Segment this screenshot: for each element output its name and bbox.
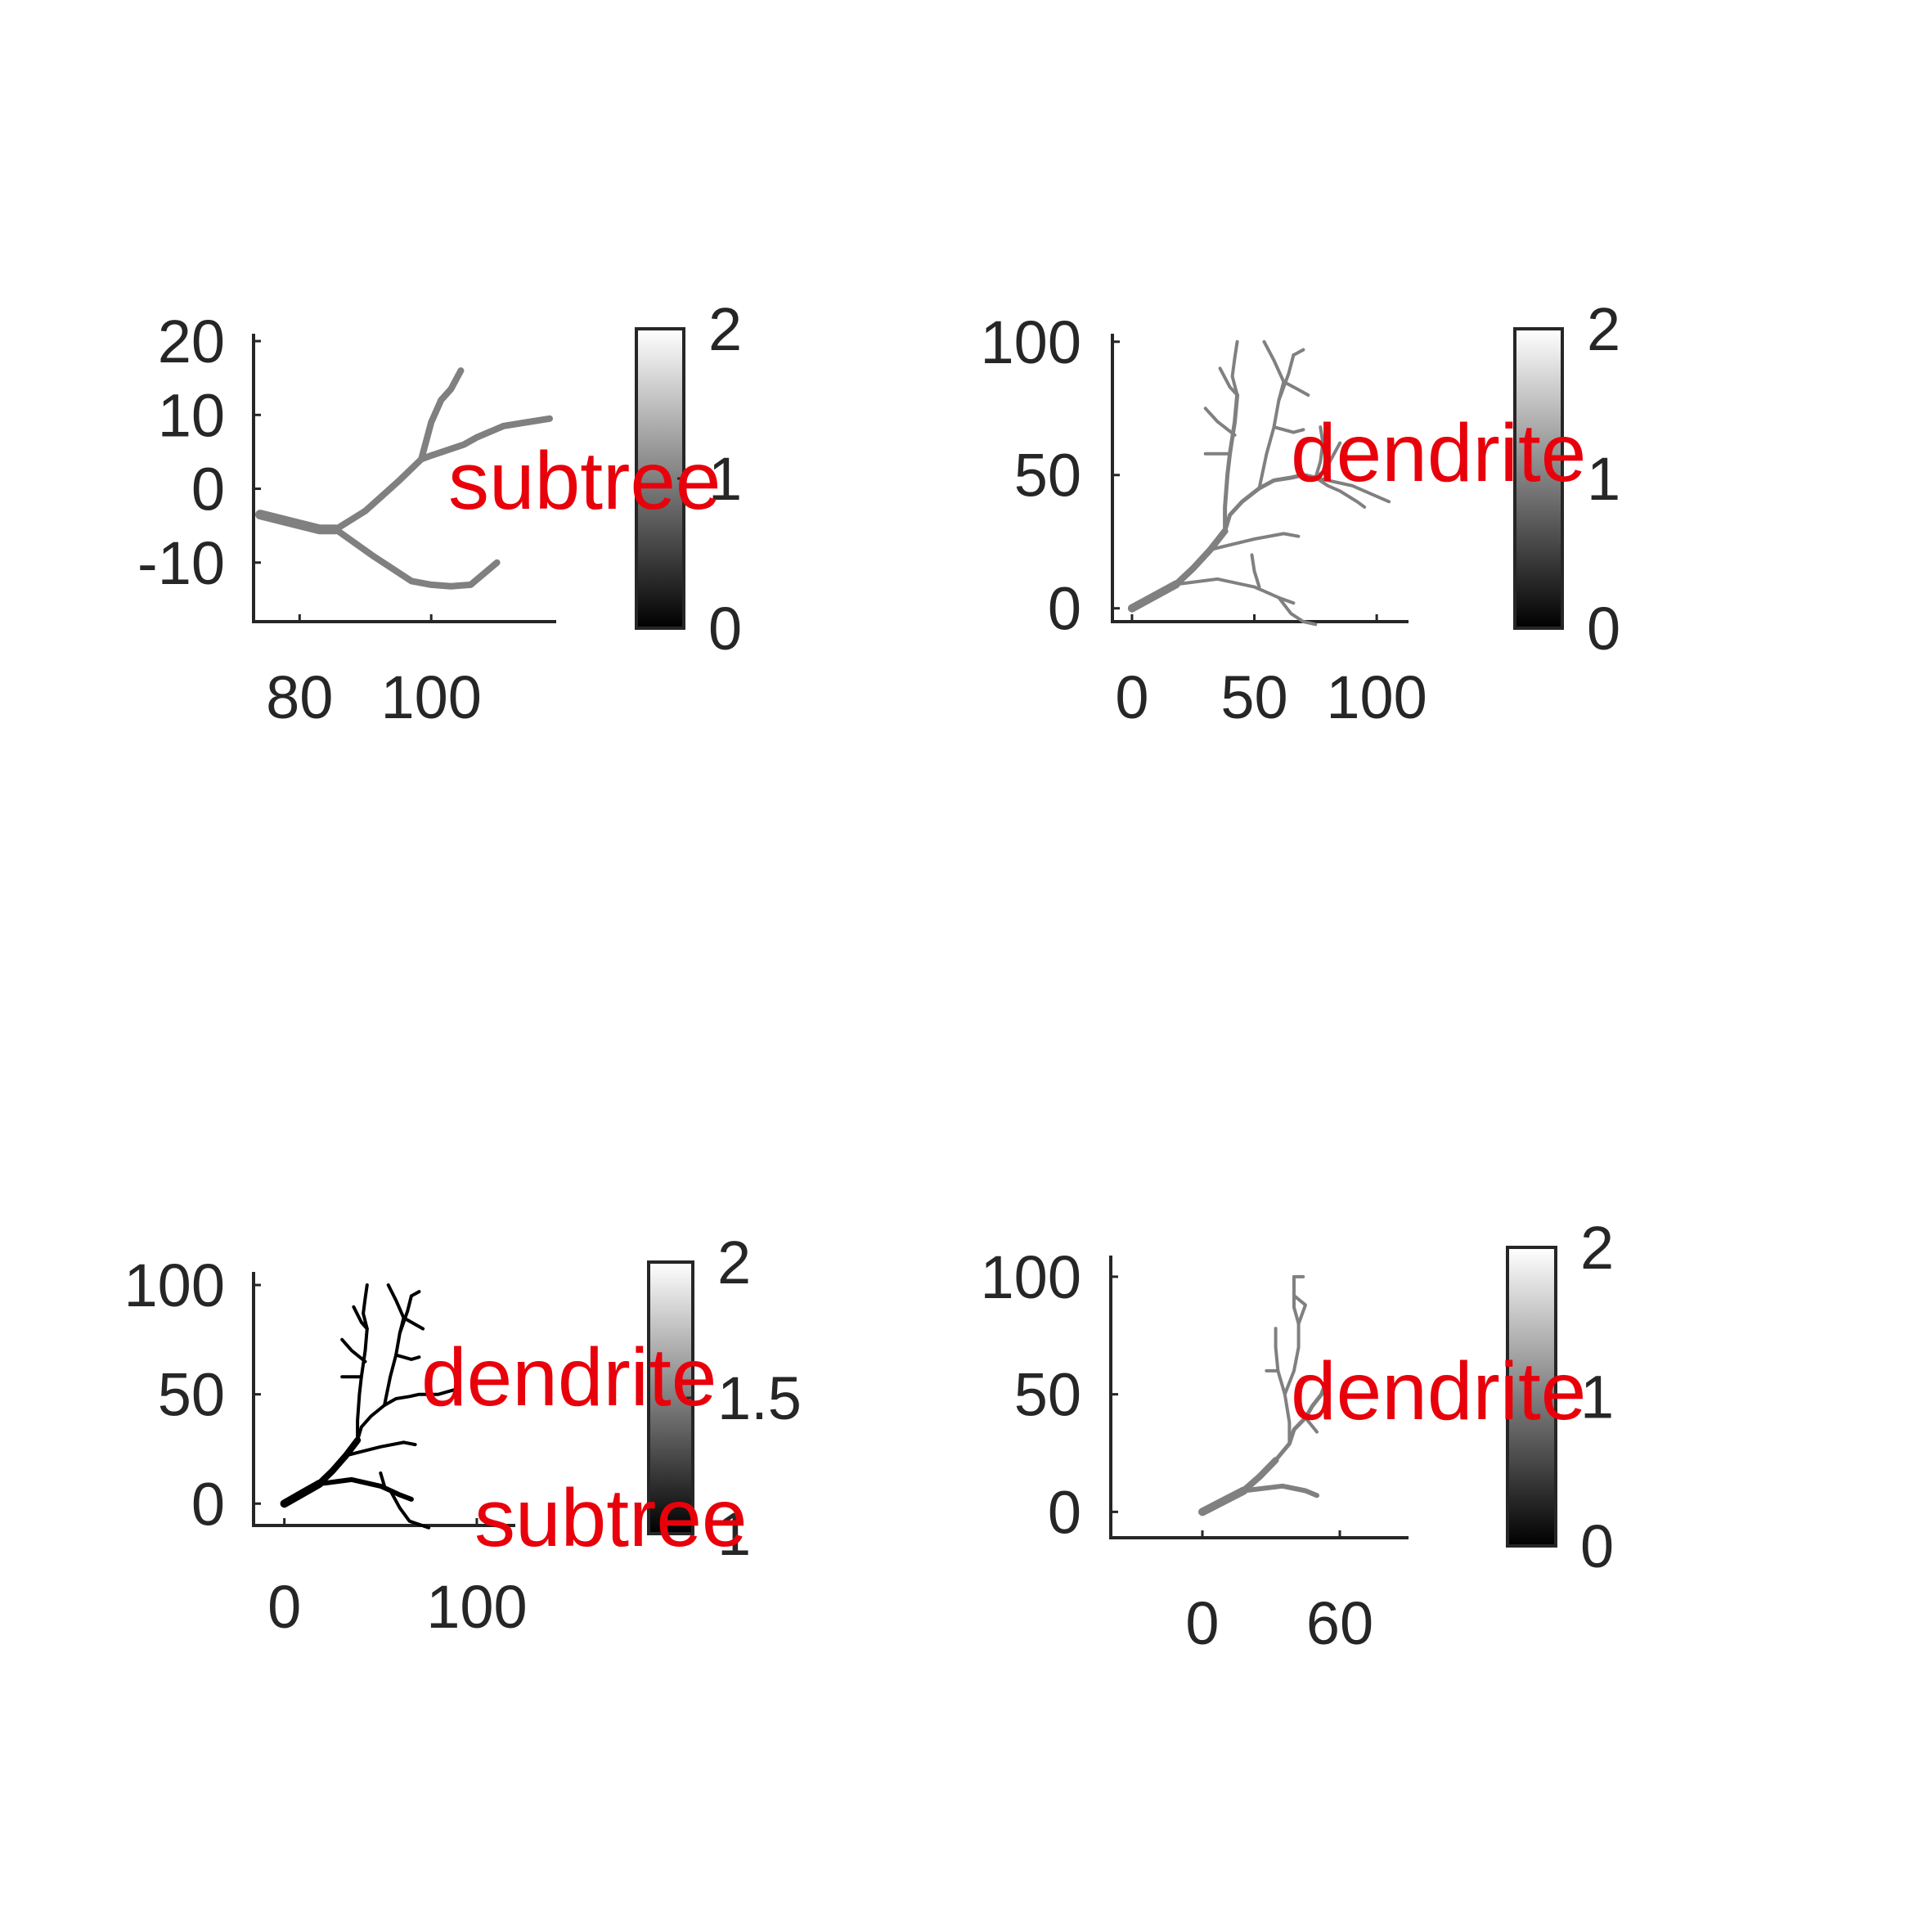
y-tick-label: 50: [1014, 442, 1081, 510]
tree-segment: [1292, 348, 1305, 357]
y-tick-label: 50: [158, 1361, 225, 1429]
x-tick-label: 100: [1326, 663, 1427, 731]
tree-segment: [1274, 1327, 1292, 1445]
tree-segment: [317, 1476, 414, 1502]
colorbar: [647, 1260, 694, 1535]
tree-segment: [332, 526, 501, 590]
tree-segment: [1203, 407, 1237, 437]
tree-segment: [379, 1471, 386, 1488]
tree-plot: [255, 367, 553, 590]
tree-segment: [383, 1283, 406, 1407]
tree-segment: [1277, 353, 1296, 402]
colorbar-tick-label: 1: [717, 1500, 751, 1568]
x-tick-label: 100: [380, 663, 481, 731]
tree-segment: [356, 1388, 456, 1442]
tree-segment: [255, 510, 341, 535]
tree-segment: [316, 1436, 362, 1488]
tree-segment: [1314, 476, 1367, 509]
y-tick-label: 100: [981, 308, 1081, 376]
colorbar-tick-label: 1: [1580, 1364, 1614, 1431]
tree-segment: [1282, 380, 1310, 397]
tree-segment: [1277, 595, 1318, 627]
tree-segment: [1272, 425, 1305, 434]
x-tick-label: 60: [1306, 1589, 1373, 1657]
tree-segment: [356, 1283, 369, 1442]
panel-bottom-right: 0 50 100 0 60 0 1 2 dendrite: [981, 1214, 1615, 1657]
tree-plot: [280, 1283, 456, 1530]
annotation-subtree: subtree: [448, 435, 721, 527]
tree-segment: [1304, 1416, 1319, 1434]
x-tick-label: 0: [1185, 1589, 1219, 1657]
y-tick-label: 0: [1048, 575, 1081, 643]
colorbar-tick-label: 1: [708, 445, 742, 513]
colorbar-tick-label: 0: [1580, 1512, 1614, 1580]
tree-segment: [1292, 1293, 1307, 1326]
tree-segment: [402, 1316, 425, 1331]
tree-segment: [1257, 339, 1286, 490]
tree-plot: [1127, 339, 1391, 627]
y-tick-label: 100: [981, 1243, 1081, 1311]
y-tick-label: 50: [1014, 1361, 1081, 1429]
tree-segment: [344, 1440, 417, 1458]
annotation-dendrite: dendrite: [1291, 1346, 1586, 1437]
tree-segment: [418, 367, 465, 463]
y-tick-label: 10: [158, 381, 225, 449]
tree-segment: [1241, 1483, 1319, 1498]
y-tick-label: 20: [158, 308, 225, 375]
colorbar: [635, 327, 685, 630]
colorbar-tick-label: 1: [1587, 445, 1620, 513]
colorbar-tick-label: 2: [1587, 295, 1620, 363]
tree-segment: [332, 456, 425, 533]
tree-segment: [1314, 441, 1342, 479]
colorbar-tick-label: 2: [708, 295, 742, 363]
axes-frame: [1109, 1256, 1409, 1539]
tree-segment: [1223, 473, 1318, 533]
annotation-subtree: subtree: [474, 1472, 748, 1564]
tree-segment: [1218, 366, 1239, 397]
y-tick-label: 0: [1048, 1478, 1081, 1546]
x-tick-label: 0: [267, 1573, 301, 1641]
tree-segment: [1314, 425, 1325, 479]
tree-segment: [418, 415, 553, 463]
tree-segment: [280, 1480, 323, 1508]
axes-frame: [252, 334, 556, 623]
x-tick-label: 50: [1220, 663, 1287, 731]
x-tick-label: 0: [1115, 663, 1148, 731]
tree-segment: [389, 1489, 431, 1530]
tree-segment: [1314, 476, 1391, 504]
colorbar: [1513, 327, 1564, 630]
tree-segment: [1174, 577, 1296, 605]
tree-segment: [352, 1305, 369, 1331]
tree-segment: [394, 1353, 421, 1361]
tree-segment: [1172, 528, 1229, 588]
y-tick-label: -10: [137, 529, 225, 597]
x-tick-label: 100: [426, 1573, 527, 1641]
colorbar-tick-label: 2: [1580, 1214, 1614, 1282]
tree-segment: [340, 1337, 367, 1364]
axes-frame: [252, 1272, 515, 1527]
y-tick-label: 100: [124, 1251, 225, 1319]
colorbar-tick-label: 0: [1587, 595, 1620, 663]
colorbar-tick-label: 2: [717, 1229, 751, 1296]
tree-segment: [1230, 339, 1239, 397]
tree-segment: [1127, 580, 1180, 613]
y-tick-label: 0: [191, 456, 225, 523]
tree-segment: [1240, 1457, 1279, 1494]
annotation-dendrite: dendrite: [1291, 407, 1586, 499]
x-tick-label: 80: [266, 663, 333, 731]
tree-segment: [1223, 393, 1240, 533]
tree-segment: [1208, 532, 1301, 551]
tree-segment: [1198, 1486, 1248, 1516]
y-tick-label: 0: [191, 1470, 225, 1538]
tree-segment: [1250, 553, 1261, 589]
annotation-dendrite: dendrite: [421, 1332, 717, 1423]
colorbar-tick-label: 1.5: [717, 1364, 802, 1432]
colorbar-tick-label: 0: [708, 595, 742, 663]
tree-segment: [398, 1290, 421, 1335]
tree-plot: [1198, 1274, 1331, 1516]
